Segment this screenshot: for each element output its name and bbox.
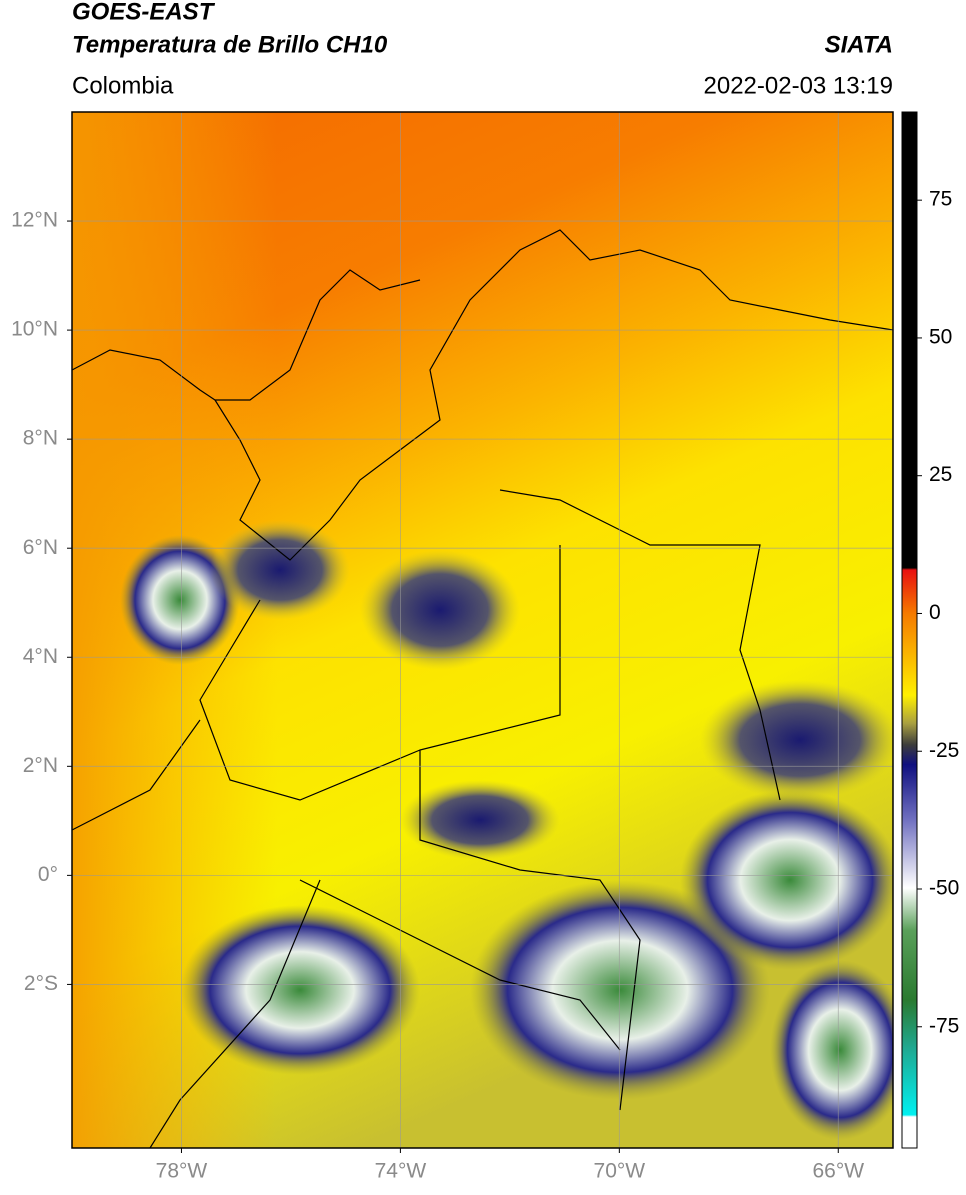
colorbar-tick-label: 75 xyxy=(929,188,952,211)
colorbar-tick-label: -75 xyxy=(929,1014,959,1037)
colorbar xyxy=(901,111,918,1149)
colorbar-tick-label: -25 xyxy=(929,739,959,762)
y-tick-label: 2°S xyxy=(24,972,58,995)
y-tick-label: 10°N xyxy=(11,318,58,341)
grid xyxy=(72,112,893,1148)
map-frame xyxy=(71,111,894,1149)
title: GOES-EAST xyxy=(72,0,216,25)
y-tick-label: 8°N xyxy=(23,427,58,450)
boundaries xyxy=(72,229,893,1148)
x-tick-label: 74°W xyxy=(375,1160,427,1183)
colorbar-tick-label: 25 xyxy=(929,463,952,486)
datetime: 2022-02-03 13:19 xyxy=(704,72,894,99)
subtitle: Temperatura de Brillo CH10 xyxy=(72,31,388,58)
x-tick-label: 70°W xyxy=(594,1160,646,1183)
colorbar-tick-label: 50 xyxy=(929,325,952,348)
source: SIATA xyxy=(825,31,893,58)
region: Colombia xyxy=(72,72,174,99)
colorbar-tick-label: -50 xyxy=(929,877,959,900)
y-tick-label: 2°N xyxy=(23,754,58,777)
x-tick-label: 66°W xyxy=(812,1160,864,1183)
satellite-image xyxy=(72,112,893,1148)
y-tick-label: 4°N xyxy=(23,645,58,668)
colorbar-tick-label: 0 xyxy=(929,601,941,624)
y-tick-label: 12°N xyxy=(11,209,58,232)
x-tick-label: 78°W xyxy=(156,1160,208,1183)
y-tick-label: 6°N xyxy=(23,536,58,559)
y-tick-label: 0° xyxy=(38,863,58,886)
